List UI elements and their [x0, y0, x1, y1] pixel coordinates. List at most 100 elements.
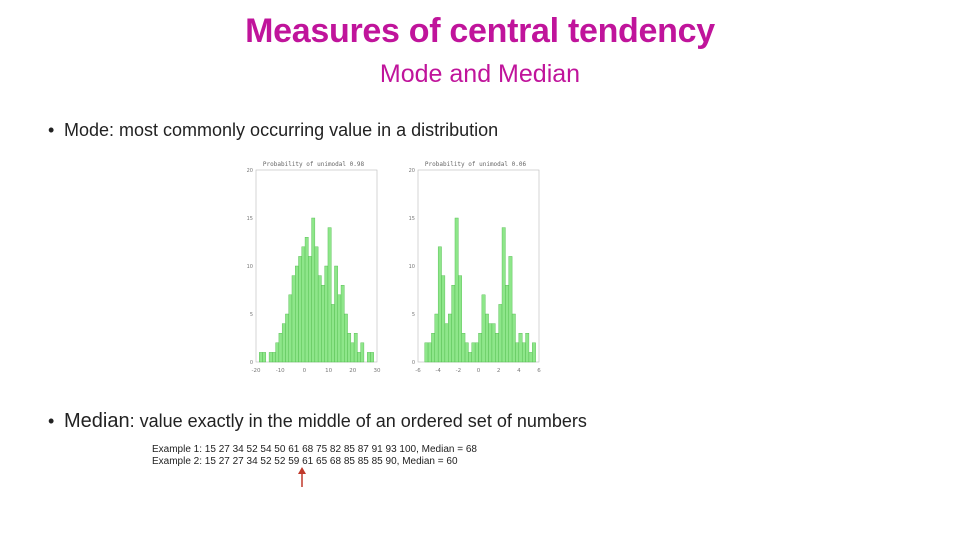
- histogram-bar: [291, 275, 296, 363]
- histogram-bar: [259, 352, 263, 363]
- histogram-bar: [461, 332, 466, 363]
- x-tick-label: 30: [374, 368, 381, 374]
- histogram-bar: [488, 323, 493, 363]
- bullet-text: most commonly occurring value in a distr…: [114, 120, 499, 140]
- histogram-bar: [304, 236, 309, 363]
- histogram-bar: [285, 313, 289, 363]
- histogram-bar: [485, 313, 489, 363]
- histogram-bar: [366, 352, 371, 363]
- median-arrow-icon: [298, 467, 306, 487]
- histogram-bar: [272, 352, 276, 363]
- histogram-unimodal: Probability of unimodal 0.98 0 5 10 15 20 -20 -…: [246, 158, 381, 376]
- histogram-bar: [370, 352, 374, 363]
- histogram-bar: [334, 265, 338, 363]
- histogram-bar: [427, 342, 432, 363]
- bullet-term: Mode:: [64, 120, 115, 140]
- histogram-bar: [511, 313, 516, 363]
- y-tick-label: 10: [247, 264, 253, 270]
- histogram-bar: [491, 323, 496, 363]
- x-tick-label: -4: [435, 368, 441, 374]
- bullet-mode: • Mode: most commonly occurring value in …: [48, 120, 498, 141]
- histogram-bar: [278, 332, 283, 363]
- histogram-bar: [331, 304, 335, 363]
- x-tick-label: 2: [497, 368, 501, 374]
- histogram-bar: [295, 265, 299, 363]
- histogram-bar: [464, 342, 469, 363]
- histogram-bar: [495, 332, 499, 363]
- y-tick-label: 0: [250, 360, 253, 366]
- x-tick-label: -20: [252, 368, 261, 374]
- histogram-bar: [532, 342, 536, 363]
- slide-subtitle: Mode and Median: [379, 60, 581, 88]
- histogram-bar: [521, 342, 526, 363]
- y-tick-label: 20: [247, 168, 253, 174]
- histogram-bar: [468, 352, 472, 363]
- bullet-text: : value exactly in the middle of an orde…: [129, 411, 587, 431]
- x-tick-label: 4: [517, 368, 521, 374]
- x-tick-label: 6: [537, 368, 541, 374]
- median-examples: Example 1: 15 27 34 52 54 50 61 68 75 82…: [152, 444, 477, 468]
- y-tick-label: 0: [412, 360, 415, 366]
- histogram-bar: [434, 313, 439, 363]
- histogram-bar: [498, 304, 503, 363]
- histogram-bar: [321, 284, 325, 363]
- bullet-median: • Median: value exactly in the middle of …: [48, 410, 587, 433]
- histogram-bar: [431, 332, 436, 363]
- histogram-bar: [298, 256, 302, 363]
- histogram-bar: [353, 332, 358, 363]
- histogram-bar: [314, 246, 319, 363]
- x-tick-label: 20: [349, 368, 356, 374]
- y-tick-label: 10: [409, 264, 415, 270]
- histogram-bar: [505, 284, 509, 363]
- histogram-svg: Probability of unimodal 0.98 0 5 10 15 20 -20 -…: [247, 161, 381, 374]
- x-tick-label: -10: [276, 368, 285, 374]
- histogram-bar: [424, 342, 429, 363]
- histogram-bar: [528, 352, 533, 363]
- histogram-bar: [344, 313, 348, 363]
- histogram-bar: [451, 284, 456, 363]
- histogram-bar: [474, 342, 479, 363]
- histogram-bar: [327, 227, 332, 363]
- x-tick-label: 0: [303, 368, 307, 374]
- histogram-bar: [360, 342, 365, 363]
- histogram-bar: [508, 256, 513, 363]
- histogram-bar: [311, 217, 316, 363]
- histogram-bar: [324, 265, 329, 363]
- histogram-bar: [478, 332, 483, 363]
- histogram-bar: [347, 332, 352, 363]
- histogram-bar: [454, 217, 459, 363]
- histogram-svg: Probability of unimodal 0.06 0 5 10 15 20 -6 -4…: [409, 161, 542, 374]
- histogram-bar: [281, 323, 286, 363]
- bullet-term: Median: [64, 410, 130, 432]
- histogram-bar: [337, 294, 342, 363]
- histogram-bar: [448, 313, 452, 363]
- x-tick-label: 10: [325, 368, 332, 374]
- y-tick-label: 15: [247, 216, 253, 222]
- histogram-bar: [350, 342, 355, 363]
- histogram-title: Probability of unimodal 0.06: [425, 161, 527, 168]
- bullet-marker: •: [48, 120, 55, 140]
- x-tick-label: -6: [415, 368, 421, 374]
- histogram-bar: [525, 332, 530, 363]
- histogram-title: Probability of unimodal 0.98: [263, 161, 365, 168]
- y-tick-label: 5: [412, 312, 415, 318]
- histogram-bar: [471, 342, 476, 363]
- histogram-bar: [441, 275, 446, 363]
- histogram-bar: [518, 332, 523, 363]
- y-tick-label: 5: [250, 312, 253, 318]
- histogram-bar: [481, 294, 486, 363]
- histogram-bar: [444, 323, 449, 363]
- x-tick-label: -2: [456, 368, 461, 374]
- example-1: Example 1: 15 27 34 52 54 50 61 68 75 82…: [152, 444, 477, 455]
- histogram-bar: [357, 352, 361, 363]
- y-tick-label: 20: [409, 168, 415, 174]
- histogram-bar: [437, 246, 442, 363]
- histogram-bar: [268, 352, 273, 363]
- histogram-bar: [458, 275, 462, 363]
- histogram-bar: [340, 284, 345, 363]
- histogram-bar: [288, 294, 293, 363]
- histogram-bar: [275, 342, 280, 363]
- histogram-bar: [301, 246, 306, 363]
- histogram-bar: [262, 352, 267, 363]
- y-tick-label: 15: [409, 216, 415, 222]
